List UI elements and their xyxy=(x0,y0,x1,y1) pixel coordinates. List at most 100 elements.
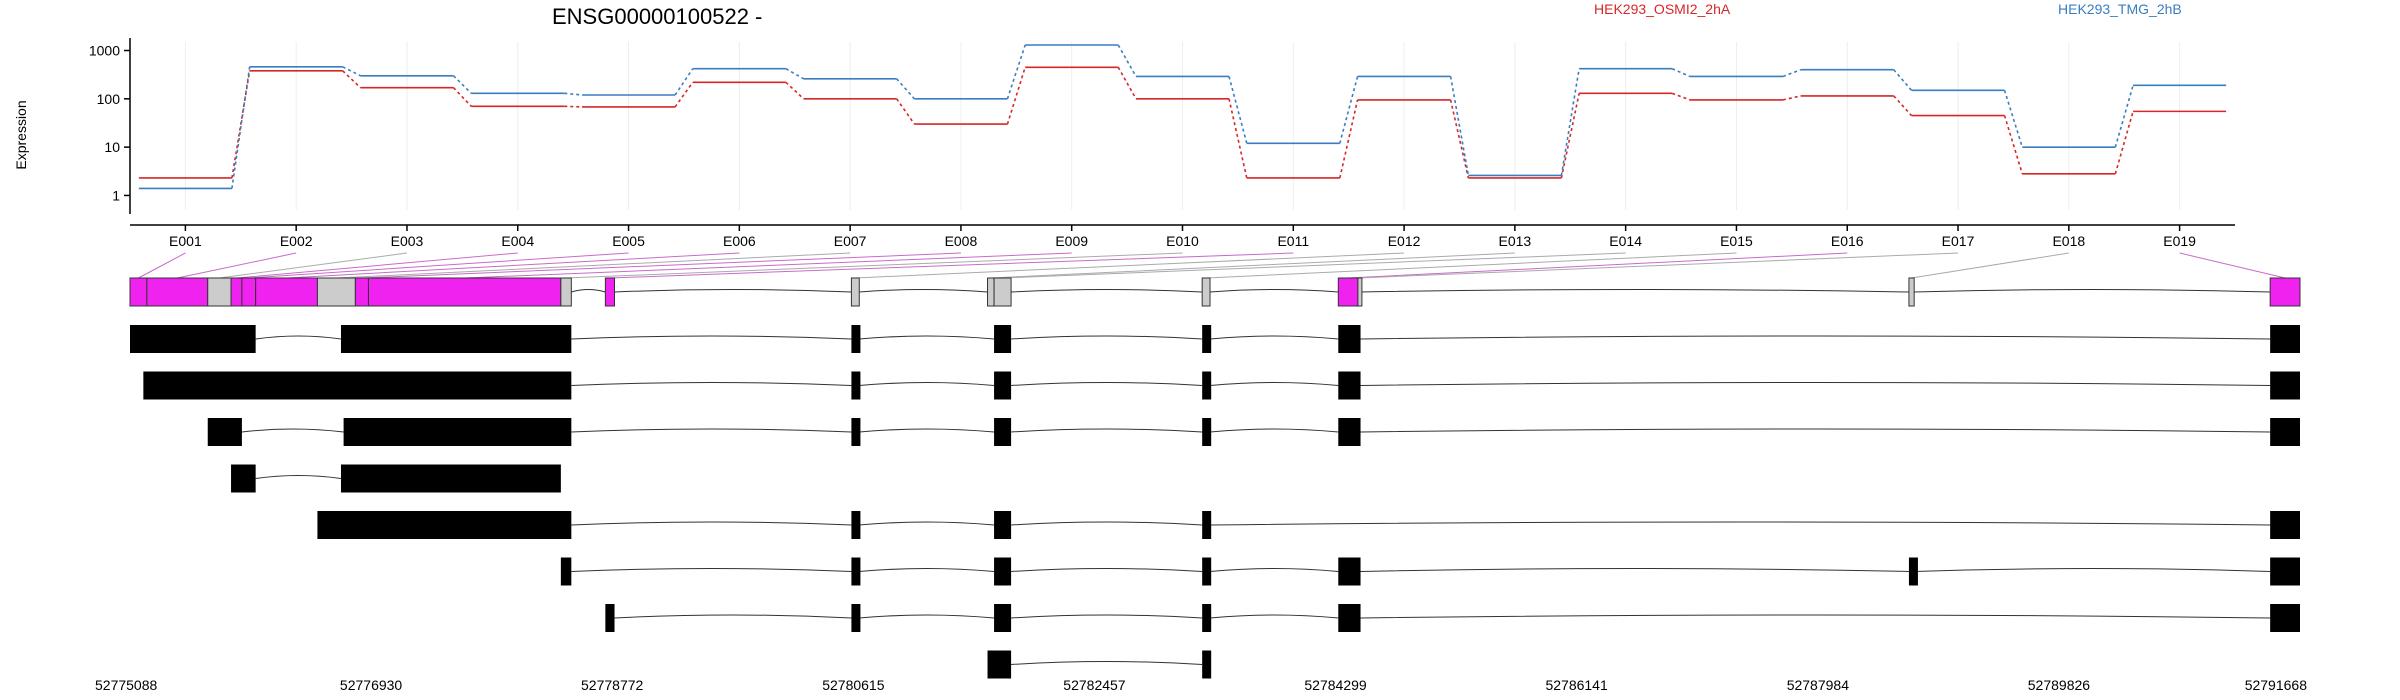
intron-line xyxy=(1914,289,2271,293)
transcript-intron xyxy=(859,521,995,526)
series-connector xyxy=(1006,44,1026,100)
transcript-exon xyxy=(1908,557,1918,586)
exon-connector xyxy=(2179,252,2286,279)
transcript-intron xyxy=(571,382,852,386)
transcript-track xyxy=(207,418,2300,446)
transcript-exon xyxy=(2270,557,2300,586)
series-connector xyxy=(1560,68,1580,176)
series-connector xyxy=(452,87,472,107)
exon-bin xyxy=(367,277,562,307)
series-connector xyxy=(896,98,916,125)
exon-connector xyxy=(138,252,186,279)
transcript-exon xyxy=(851,418,861,446)
x-tick-label: E002 xyxy=(280,233,313,249)
exon-bin xyxy=(604,277,616,307)
transcript-intron xyxy=(1209,382,1339,386)
transcript-exon xyxy=(851,557,861,586)
x-tick-label: E015 xyxy=(1720,233,1753,249)
series-connector xyxy=(1228,98,1248,179)
x-tick-label: E005 xyxy=(612,233,645,249)
transcript-intron xyxy=(859,335,995,340)
transcript-exon xyxy=(994,557,1012,586)
genomic-tick-label: 52780615 xyxy=(822,677,885,693)
transcript-exon xyxy=(1338,604,1361,632)
exon-connector xyxy=(177,252,297,279)
transcript-exon xyxy=(1338,371,1361,400)
exon-bin xyxy=(993,277,1012,307)
x-tick-label: E012 xyxy=(1388,233,1421,249)
exon-bin xyxy=(1337,277,1359,307)
series-connector xyxy=(1560,93,1580,179)
transcript-intron xyxy=(1209,614,1339,619)
transcript-exon xyxy=(2270,371,2300,400)
exon-connector xyxy=(609,252,1294,279)
transcript-intron xyxy=(1011,521,1203,526)
y-tick-label: 1000 xyxy=(89,43,120,59)
series-connector xyxy=(2003,90,2024,148)
exon-connector xyxy=(990,252,1515,279)
series-connector xyxy=(452,75,472,94)
series-connector xyxy=(785,81,805,100)
transcript-intron xyxy=(859,568,995,572)
transcript-exon xyxy=(851,325,861,353)
transcript-exon xyxy=(1202,650,1212,679)
exon-bin xyxy=(1357,277,1363,307)
exon-connector xyxy=(336,252,851,279)
transcript-track xyxy=(130,325,2300,353)
transcript-exon xyxy=(994,511,1012,539)
transcript-intron xyxy=(571,335,852,340)
series-connector xyxy=(896,78,915,100)
transcript-exon xyxy=(994,418,1012,446)
series-HEK293_OSMI2_2hA xyxy=(138,66,2227,179)
transcript-intron xyxy=(614,614,852,619)
transcript-intron xyxy=(1011,568,1203,572)
exon-connector xyxy=(219,252,408,279)
transcript-intron xyxy=(571,521,852,526)
exon-connector xyxy=(248,252,629,279)
exon-bin xyxy=(1908,277,1915,307)
intron-line xyxy=(614,289,852,293)
series-connector xyxy=(1339,99,1359,179)
exon-connector xyxy=(361,252,961,279)
series-connector xyxy=(1893,95,1913,117)
intron-line xyxy=(571,289,606,293)
transcript-intron xyxy=(255,475,342,479)
x-tick-label: E018 xyxy=(2052,233,2085,249)
x-tick-label: E019 xyxy=(2163,233,2196,249)
series-connector xyxy=(1228,76,1248,144)
transcript-exon xyxy=(130,325,256,353)
series-connector xyxy=(1117,44,1137,77)
exon-bin xyxy=(316,277,356,307)
x-tick-label: E016 xyxy=(1831,233,1864,249)
exon-connector xyxy=(236,252,518,279)
transcript-exon xyxy=(2270,418,2300,446)
transcript-track xyxy=(560,557,2300,586)
x-tick-label: E004 xyxy=(501,233,534,249)
transcript-track xyxy=(605,604,2300,632)
transcript-track xyxy=(143,371,2300,400)
genomic-tick-label: 52789826 xyxy=(2028,677,2091,693)
series-connector xyxy=(1671,92,1691,101)
transcript-exon xyxy=(994,325,1012,353)
series-connector xyxy=(1782,95,1801,101)
transcript-exon xyxy=(987,650,1012,679)
series-connector xyxy=(2003,115,2024,175)
series-connector xyxy=(231,70,251,179)
transcript-intron xyxy=(1360,382,2271,386)
exon-bin xyxy=(230,277,243,307)
series-connector xyxy=(674,68,694,96)
genomic-tick-label: 52776930 xyxy=(340,677,403,693)
transcript-intron xyxy=(1360,614,2271,619)
exon-connector xyxy=(286,252,740,279)
series-connector xyxy=(1671,67,1691,78)
transcript-intron xyxy=(241,428,344,433)
x-tick-label: E003 xyxy=(391,233,424,249)
series-connector xyxy=(1339,76,1359,144)
series-connector xyxy=(1449,99,1470,179)
transcript-intron xyxy=(1011,428,1203,433)
x-tick-label: E001 xyxy=(169,233,202,249)
intron-line xyxy=(1360,289,1909,293)
exon-connector xyxy=(1359,252,1959,279)
legend-item-tmg: HEK293_TMG_2hB xyxy=(2058,1,2182,17)
exon-bin xyxy=(207,277,232,307)
